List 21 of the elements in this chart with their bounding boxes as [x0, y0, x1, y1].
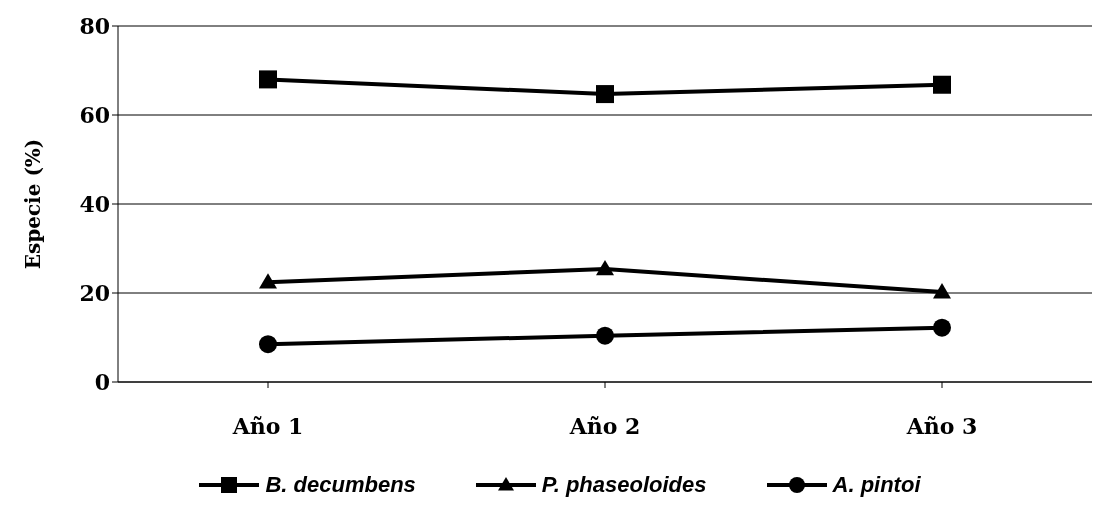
point: [259, 70, 277, 89]
y-tick-label: 80: [79, 12, 110, 39]
point: [933, 283, 951, 299]
x-tick-label: Año 1: [231, 412, 304, 439]
point: [933, 75, 951, 94]
y-tick-label: 60: [79, 101, 110, 128]
legend-label: P. phaseoloides: [541, 472, 707, 498]
point: [596, 259, 614, 276]
x-tick-label: Año 2: [568, 412, 641, 439]
legend-label: B. decumbens: [265, 472, 416, 498]
y-tick-label: 0: [94, 368, 110, 395]
point: [596, 326, 614, 345]
point: [596, 85, 614, 104]
point: [259, 273, 277, 289]
x-tick-label: Año 3: [905, 412, 978, 439]
point: [259, 335, 277, 354]
legend-label: A. pintoi: [832, 472, 921, 498]
point: [933, 318, 951, 337]
y-axis-title: Especie (%): [21, 138, 46, 270]
y-tick-label: 40: [79, 190, 110, 217]
y-tick-label: 20: [79, 279, 110, 306]
